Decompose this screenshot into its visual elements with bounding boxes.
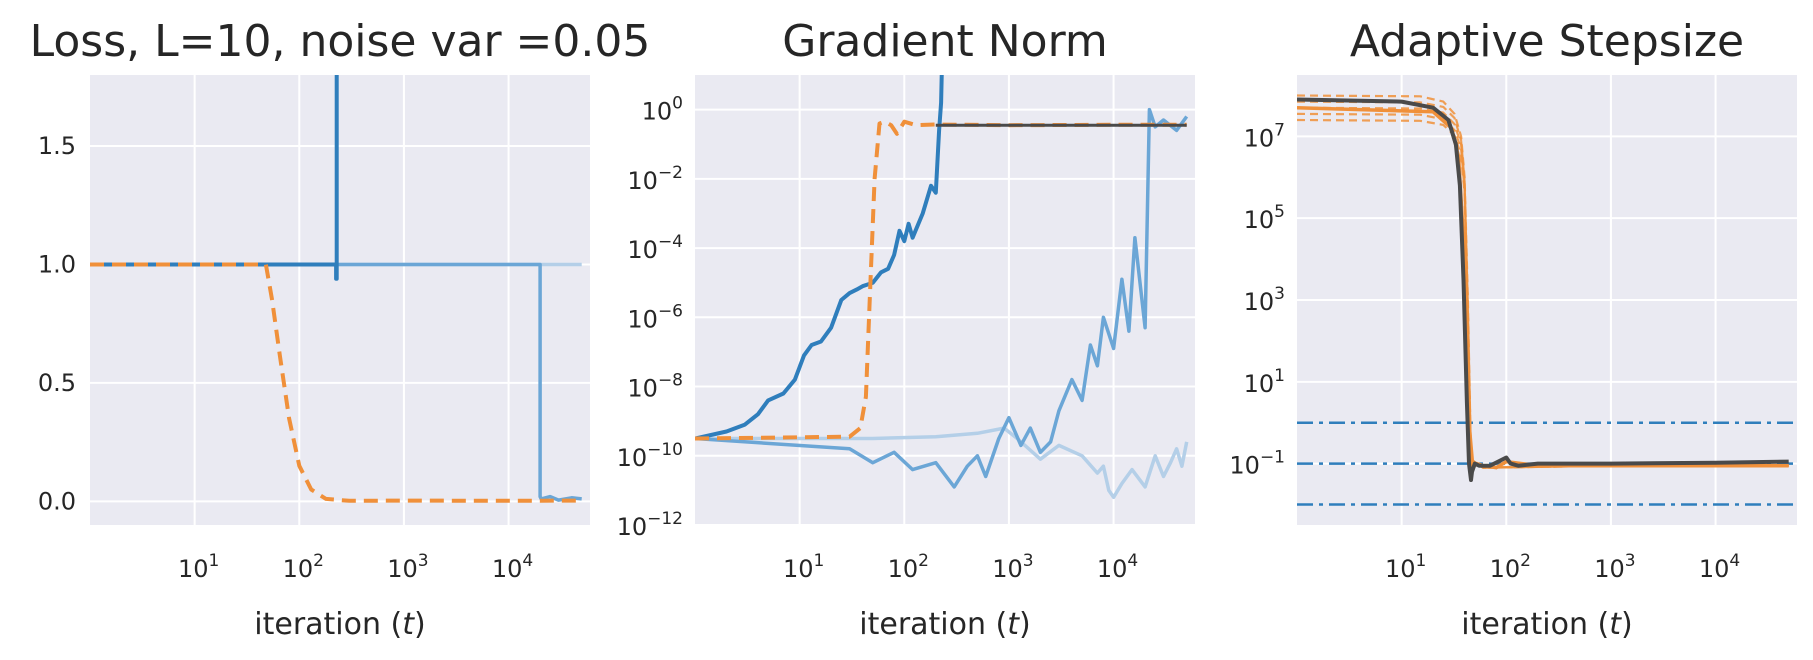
gradient-norm-x-ticks: 101 102 103 104	[783, 551, 1138, 583]
x-tick-label: 101	[178, 551, 219, 583]
gradient-norm-y-ticks: 100 10−2 10−4 10−6 10−8 10−10 10−12	[617, 94, 683, 541]
gradient-norm-series	[695, 75, 1189, 500]
gradient-norm-grid	[695, 75, 1195, 526]
x-tick-label: 104	[492, 551, 533, 583]
y-tick-label: 10−12	[617, 509, 683, 541]
series-line	[90, 262, 582, 503]
y-tick-label: 10−10	[617, 440, 683, 472]
loss-plot-area	[90, 75, 590, 525]
y-tick-label: 0.5	[38, 369, 76, 397]
adaptive-stepsize-title: Adaptive Stepsize	[1350, 16, 1744, 67]
y-tick-label: 0.0	[38, 487, 76, 515]
series-line	[1297, 97, 1789, 482]
x-tick-label: 104	[1097, 551, 1138, 583]
loss-x-label: iteration (t)	[254, 607, 425, 642]
series-line	[695, 107, 1189, 489]
y-tick-label: 1.5	[38, 132, 76, 160]
series-line	[1297, 118, 1789, 469]
y-tick-label: 105	[1244, 202, 1285, 234]
x-tick-label: 104	[1699, 551, 1740, 583]
loss-title: Loss, L=10, noise var =0.05	[30, 16, 651, 67]
adaptive-stepsize-y-ticks: 107 105 103 101 10−1	[1229, 120, 1285, 479]
y-tick-label: 1.0	[38, 250, 76, 278]
x-tick-label: 101	[1385, 551, 1426, 583]
y-tick-label: 10−6	[627, 301, 683, 333]
x-tick-label: 101	[783, 551, 824, 583]
gradient-norm-panel: Gradient Norm 10010−210−410−610−810−1010…	[617, 16, 1195, 642]
x-tick-label: 102	[1490, 551, 1531, 583]
loss-panel: Loss, L=10, noise var =0.05 0.0 0.5 1.0 1.5…	[30, 16, 651, 642]
y-tick-label: 10−2	[627, 163, 683, 195]
gradient-norm-x-label: iteration (t)	[859, 607, 1030, 642]
adaptive-stepsize-x-ticks: 101 102 103 104	[1385, 551, 1740, 583]
y-tick-label: 10−4	[627, 232, 683, 264]
gradient-norm-plot-area	[695, 75, 1195, 525]
series-line	[1297, 112, 1789, 469]
y-tick-label: 101	[1244, 366, 1285, 398]
series-line	[90, 262, 582, 502]
loss-x-ticks: 101 102 103 104	[178, 551, 533, 583]
adaptive-stepsize-series	[1297, 94, 1797, 506]
series-line	[695, 75, 944, 441]
x-tick-label: 102	[888, 551, 929, 583]
y-tick-label: 10−8	[627, 371, 683, 403]
y-tick-label: 100	[642, 94, 683, 126]
y-tick-label: 107	[1244, 120, 1285, 152]
x-tick-label: 103	[387, 551, 428, 583]
y-tick-label: 10−1	[1229, 448, 1285, 480]
x-tick-label: 103	[992, 551, 1033, 583]
series-line	[695, 426, 1189, 500]
loss-y-ticks: 0.0 0.5 1.0 1.5	[38, 132, 76, 515]
x-tick-label: 103	[1594, 551, 1635, 583]
gradient-norm-title: Gradient Norm	[782, 16, 1108, 67]
x-tick-label: 102	[283, 551, 324, 583]
adaptive-stepsize-x-label: iteration (t)	[1461, 607, 1632, 642]
y-tick-label: 103	[1244, 284, 1285, 316]
loss-series	[90, 75, 582, 503]
